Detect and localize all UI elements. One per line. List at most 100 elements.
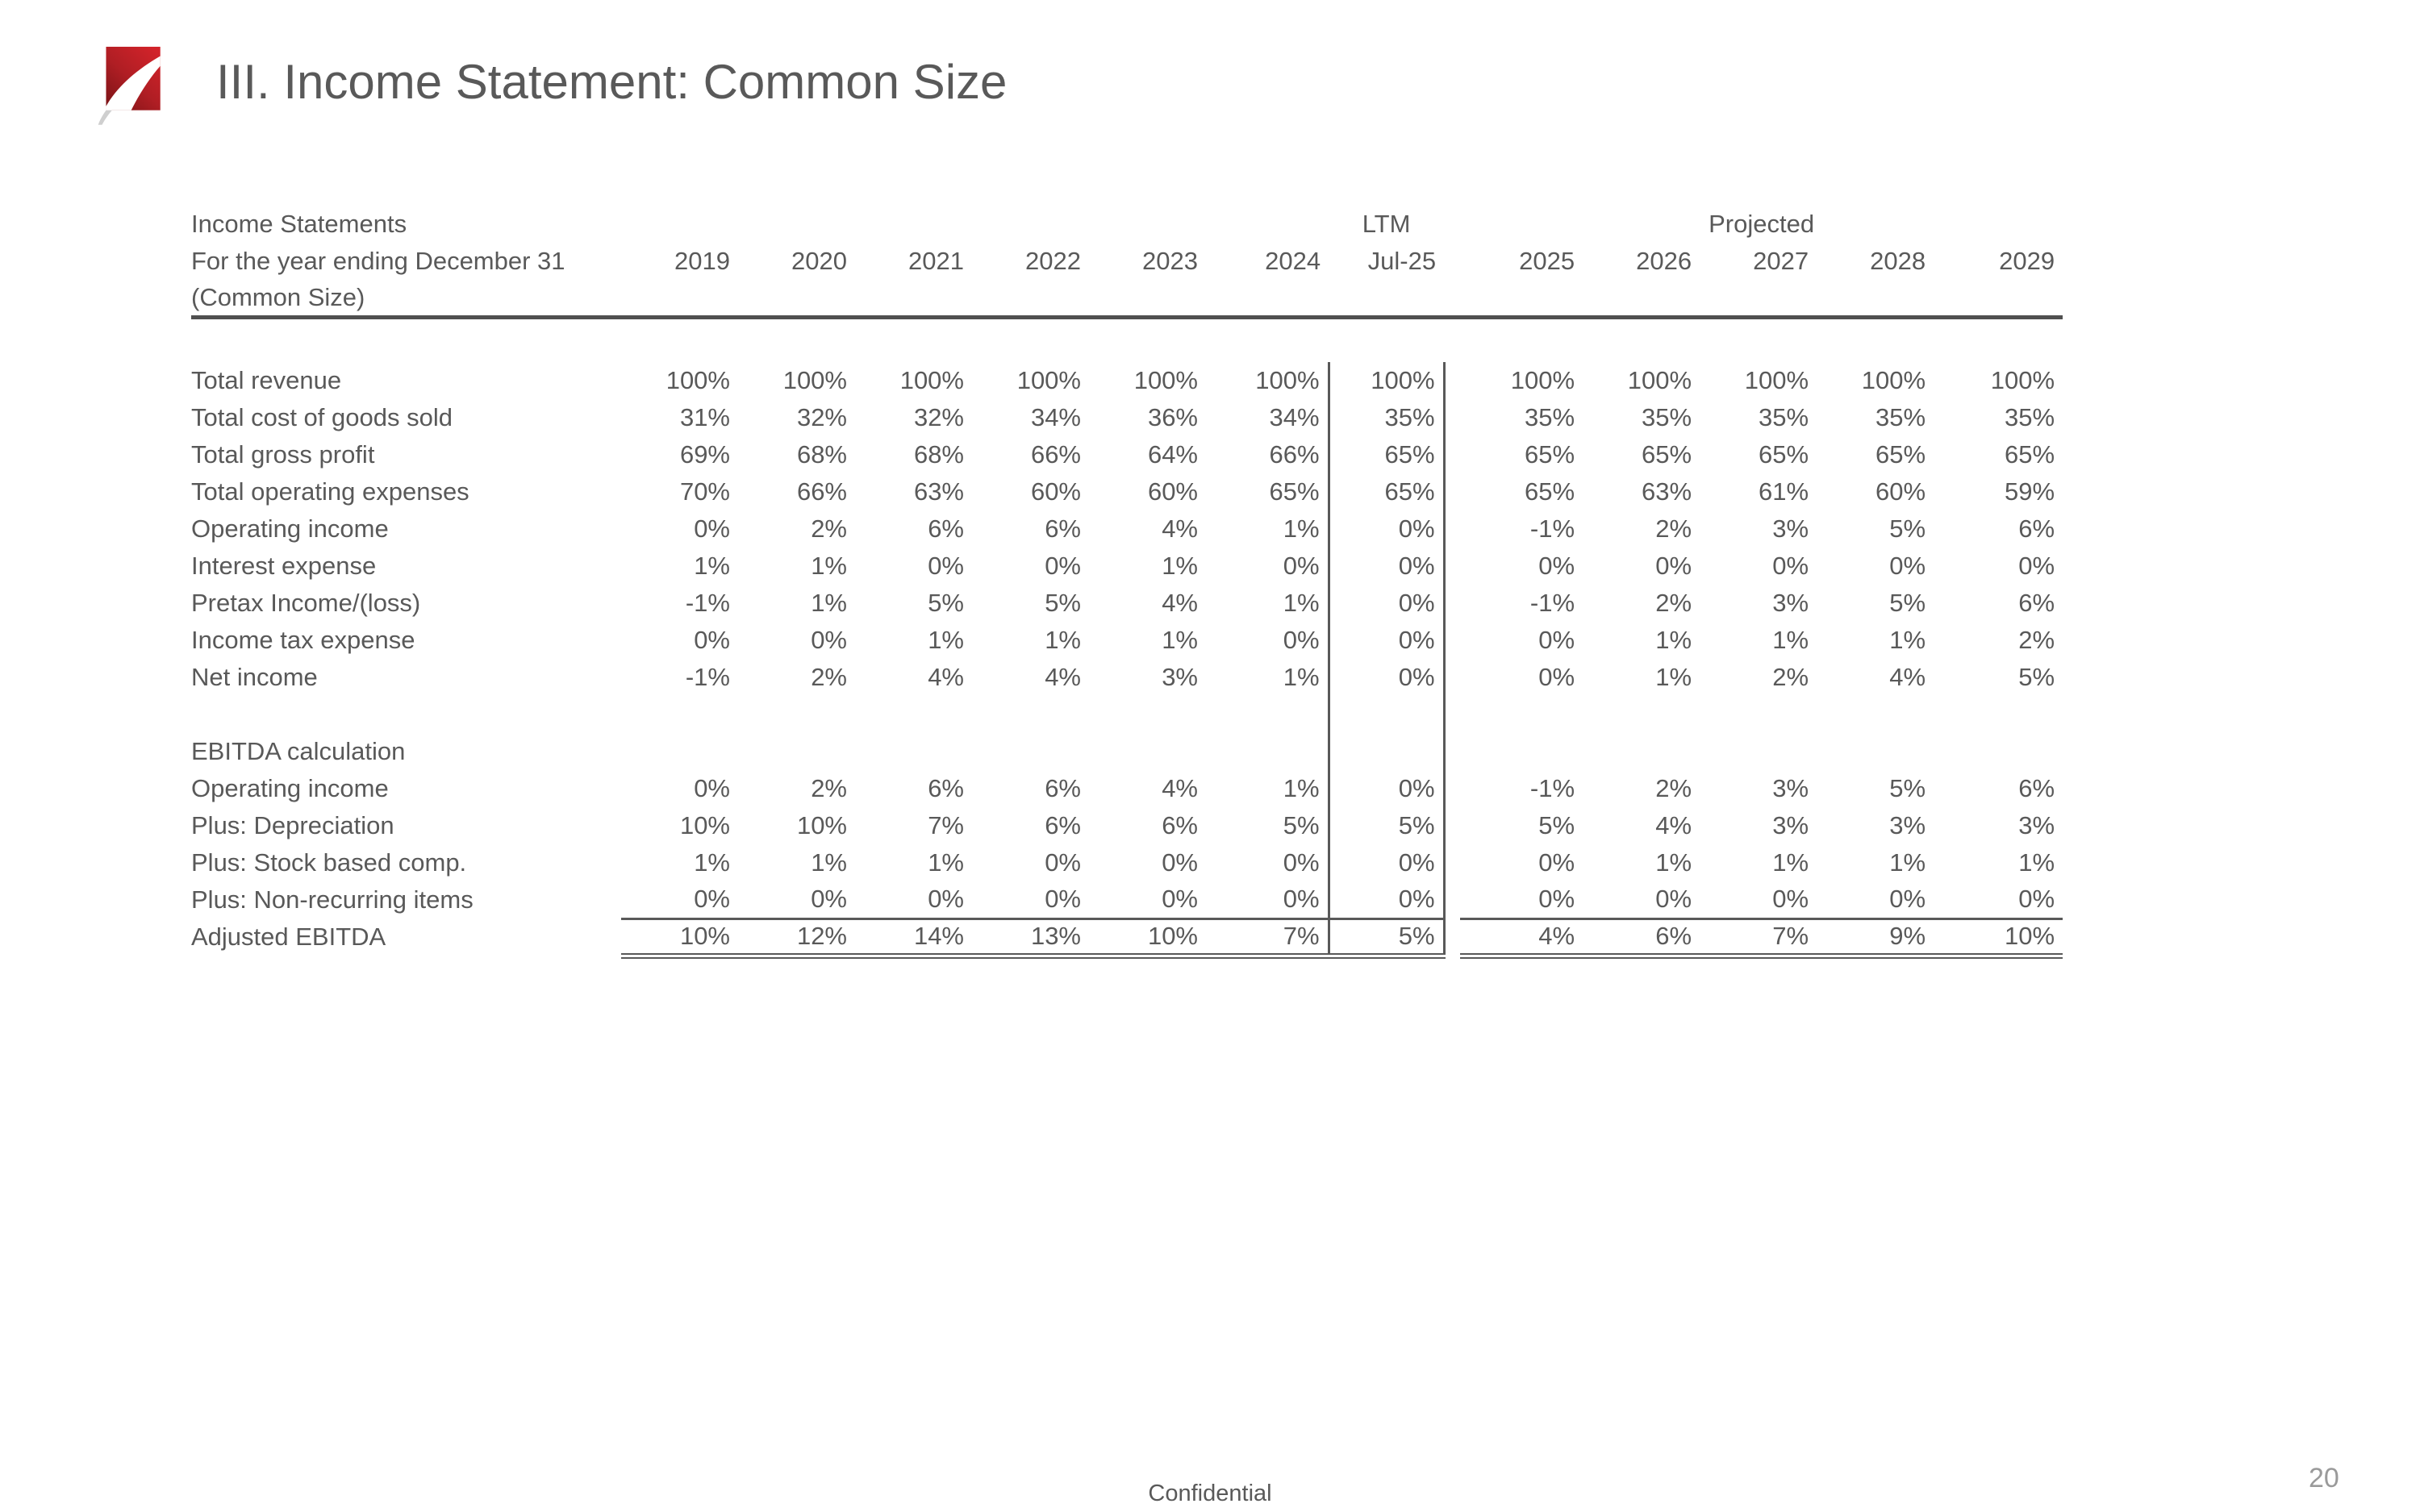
cell: 1% (811, 552, 847, 580)
column-header-2029: 2029 (1999, 247, 2055, 275)
cell: 35% (1642, 403, 1692, 431)
cell: -1% (1529, 589, 1575, 617)
cell: 5% (1889, 589, 1926, 617)
cell: 3% (1162, 663, 1198, 691)
company-logo-icon (98, 46, 161, 125)
cell: 0% (1045, 848, 1081, 877)
table-row: Plus: Stock based comp. 1% 1% 1% 0% 0% 0% 0% 0% 1… (191, 844, 2063, 881)
cell: 1% (928, 626, 964, 654)
cell: 35% (2005, 403, 2055, 431)
cell: 6% (2018, 589, 2055, 617)
cell: 0% (1206, 548, 1330, 585)
cell: 66% (796, 477, 847, 506)
cell: 0% (928, 552, 964, 580)
cell: 1% (1206, 585, 1330, 622)
page-number: 20 (2309, 1463, 2339, 1493)
cell: 4% (1162, 774, 1198, 802)
cell: 3% (1772, 774, 1809, 802)
cell: 0% (1538, 848, 1575, 877)
empty-cell (621, 280, 2063, 319)
cell: 100% (1744, 366, 1809, 394)
cell: 0% (1206, 844, 1330, 881)
cell (972, 733, 1089, 770)
cell: 6% (1045, 774, 1081, 802)
column-header-jul-25: Jul-25 (1367, 247, 1437, 275)
cell: 60% (1876, 477, 1926, 506)
cell: 1% (1162, 552, 1198, 580)
spacer-cell (1444, 206, 1460, 243)
table-row: Income tax expense 0% 0% 1% 1% 1% 0% 0% 0% 1% 1% 1%… (191, 622, 2063, 659)
cell: 0% (1889, 885, 1926, 914)
cell: 65% (1525, 440, 1575, 469)
table-row: Total revenue 100% 100% 100% 100% 100% 100% 100… (191, 362, 2063, 399)
cell: 59% (2005, 477, 2055, 506)
cell: 68% (796, 440, 847, 469)
cell: -1% (1529, 774, 1575, 802)
cell: 64% (1147, 440, 1198, 469)
cell: 65% (1329, 473, 1446, 510)
cell (972, 696, 1089, 733)
cell (621, 696, 738, 733)
cell: 65% (1329, 436, 1446, 473)
cell: 0% (1329, 844, 1446, 881)
cell: 7% (928, 811, 964, 839)
cell: 4% (1162, 514, 1198, 543)
table-row: Interest expense 1% 1% 0% 0% 1% 0% 0% 0% 0% 0% 0% 0% (191, 548, 2063, 585)
table-row: Pretax Income/(loss) -1% 1% 5% 5% 4% 1% 0% -1% 2%… (191, 585, 2063, 622)
cell: 100% (1016, 366, 1081, 394)
cell: 3% (2018, 811, 2055, 839)
cell: 0% (1538, 663, 1575, 691)
cell (855, 696, 972, 733)
cell: 61% (1759, 477, 1809, 506)
column-header-2028: 2028 (1870, 247, 1926, 275)
cell: 10% (621, 917, 738, 959)
spacer-cell (1444, 548, 1460, 585)
cell: 3% (1772, 514, 1809, 543)
cell: 1% (1772, 848, 1809, 877)
row-label: Plus: Non-recurring items (191, 885, 474, 914)
cell (1460, 696, 1583, 733)
cell: 0% (811, 626, 847, 654)
cell: -1% (1529, 514, 1575, 543)
cell (1817, 696, 1934, 733)
cell: 0% (1162, 848, 1198, 877)
table-row: Total operating expenses 70% 66% 63% 60% 60% 6… (191, 473, 2063, 510)
cell: 5% (1889, 514, 1926, 543)
cell: 100% (1627, 366, 1692, 394)
cell (621, 733, 738, 770)
cell: 65% (1876, 440, 1926, 469)
cell: 32% (913, 403, 964, 431)
cell: 0% (1329, 622, 1446, 659)
table-section-heading-row: EBITDA calculation (191, 733, 2063, 770)
cell: 0% (694, 885, 730, 914)
column-header-2022: 2022 (1025, 247, 1081, 275)
cell: 100% (1510, 366, 1575, 394)
cell: 5% (1329, 917, 1446, 959)
cell: 4% (928, 663, 964, 691)
table-row: Net income -1% 2% 4% 4% 3% 1% 0% 0% 1% 2% 4% 5% (191, 659, 2063, 696)
cell: 13% (972, 917, 1089, 959)
table-title: Income Statements (191, 210, 407, 238)
cell (1583, 733, 1700, 770)
cell (1700, 733, 1817, 770)
cell: 4% (1889, 663, 1926, 691)
cell (1817, 733, 1934, 770)
cell (1206, 733, 1330, 770)
row-label: Adjusted EBITDA (191, 923, 386, 951)
cell: 1% (2018, 848, 2055, 877)
cell: 0% (1329, 659, 1446, 696)
cell: 0% (811, 885, 847, 914)
cell: 1% (1655, 848, 1692, 877)
cell: 5% (2018, 663, 2055, 691)
cell: 2% (1655, 514, 1692, 543)
cell: 2% (811, 663, 847, 691)
cell: 65% (2005, 440, 2055, 469)
cell: 3% (1772, 589, 1809, 617)
cell: 60% (1147, 477, 1198, 506)
spacer-cell (1444, 585, 1460, 622)
cell: 14% (855, 917, 972, 959)
cell: 100% (1206, 362, 1330, 399)
table-gap-row (191, 317, 2063, 362)
column-header-2025: 2025 (1519, 247, 1575, 275)
cell: 3% (1889, 811, 1926, 839)
